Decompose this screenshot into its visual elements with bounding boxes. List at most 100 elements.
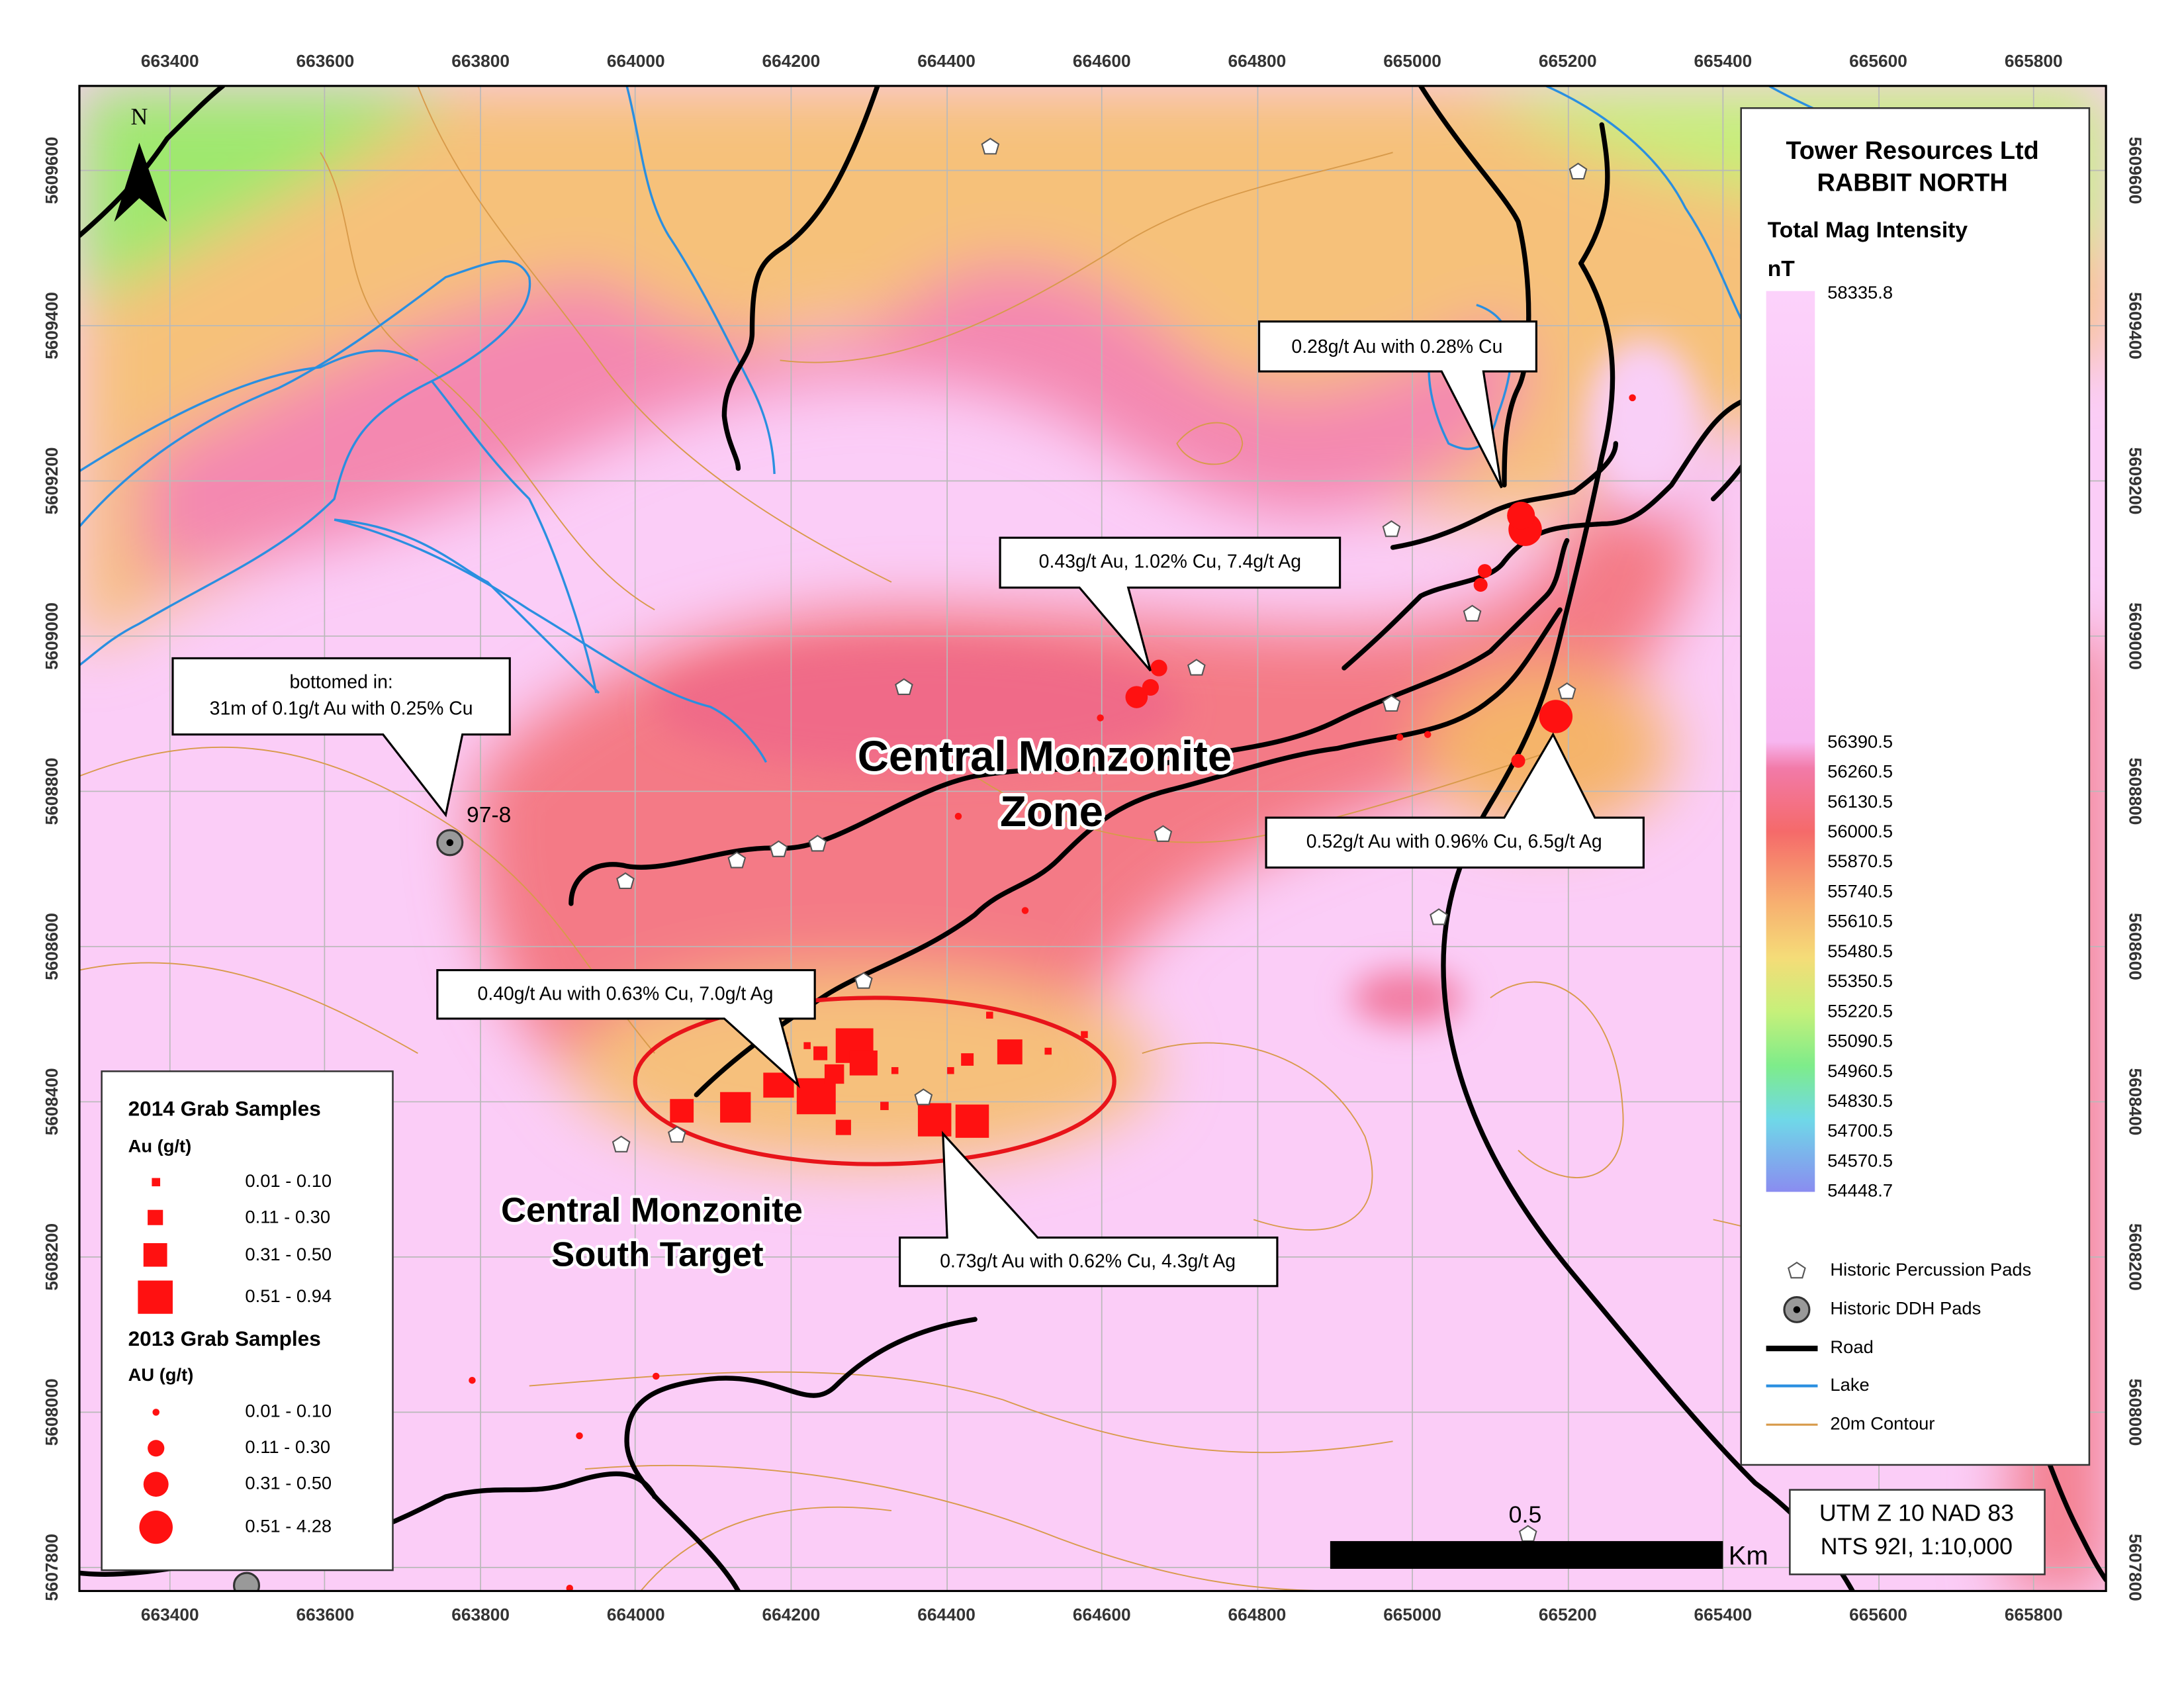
samp-shape <box>1044 1047 1052 1055</box>
northing-label: 5608400 <box>42 1068 62 1136</box>
colorbar-label: 54960.5 <box>1827 1060 1893 1081</box>
samp-shape <box>986 1011 993 1019</box>
projection: UTM Z 10 NAD 83 <box>1819 1500 2014 1526</box>
legend-class: 0.01 - 0.10 <box>245 1170 332 1191</box>
road-shape <box>1441 261 1855 1591</box>
circle-shape <box>446 839 454 847</box>
northing-label: 5608000 <box>2125 1378 2145 1446</box>
polygon-shape <box>1557 682 1576 700</box>
colorbar-label: 55220.5 <box>1827 1000 1893 1021</box>
colorbar-label: 54448.7 <box>1827 1180 1893 1201</box>
colorbar-label: 56000.5 <box>1827 821 1893 841</box>
samp-shape <box>796 1078 836 1115</box>
polygon-shape <box>854 972 873 989</box>
polygon-shape <box>1382 694 1401 712</box>
rect-shape <box>1330 1541 1723 1569</box>
northing-label: 5608400 <box>2125 1068 2145 1136</box>
g-shape <box>655 339 1700 1026</box>
legend-symbol: Lake <box>1830 1374 1869 1395</box>
samp-shape <box>1021 907 1029 914</box>
northing-label: 5609000 <box>2125 602 2145 670</box>
legend-class: 0.31 - 0.50 <box>245 1244 332 1264</box>
northing-label: 5607800 <box>42 1534 62 1601</box>
circle-shape <box>232 1571 261 1591</box>
cont-shape <box>529 1371 1393 1454</box>
callout: 0.52g/t Au with 0.96% Cu, 6.5g/t Ag <box>1306 831 1602 852</box>
cont-shape <box>1490 981 1624 1178</box>
polygon-shape <box>612 1135 631 1152</box>
cont-shape <box>417 85 892 583</box>
easting-label: 665400 <box>1694 1605 1752 1624</box>
callout: 31m of 0.1g/t Au with 0.25% Cu <box>210 698 473 719</box>
easting-label: 663400 <box>141 1605 199 1624</box>
path-shape <box>139 263 1526 583</box>
legend-class: 0.51 - 4.28 <box>245 1515 332 1536</box>
call-shape <box>999 536 1342 672</box>
easting-label: 663400 <box>141 51 199 71</box>
legend-unit: AU (g/t) <box>128 1364 194 1385</box>
legend-company: Tower Resources Ltd <box>1786 137 2038 165</box>
samp-shape <box>653 1372 660 1380</box>
northing-label: 5609000 <box>42 602 62 670</box>
path-shape <box>79 85 460 305</box>
samp-shape <box>1507 501 1535 530</box>
lake-shape <box>334 518 768 763</box>
samp-shape <box>824 1064 844 1084</box>
easting-label: 665800 <box>2005 1605 2063 1624</box>
zone-label: South Target <box>551 1236 763 1274</box>
northing-label: 5609200 <box>42 447 62 515</box>
legend-class: 0.11 - 0.30 <box>245 1207 330 1227</box>
samp-shape <box>1097 714 1104 722</box>
g-shape <box>79 85 2107 1591</box>
northing-label: 5608800 <box>42 758 62 825</box>
polygon-shape <box>616 872 635 890</box>
samp-shape <box>813 1046 828 1060</box>
samp-shape <box>143 1243 167 1267</box>
samp-shape <box>469 1376 476 1384</box>
road-shape <box>624 1317 978 1591</box>
legend-unit: Au (g/t) <box>128 1136 192 1156</box>
polygon-shape <box>769 840 788 857</box>
samp-shape <box>803 1042 811 1049</box>
map-body: N 0.28g/t Au with 0.28% Cu 0.43g/t Au, 1… <box>79 85 2107 1591</box>
legend-project: RABBIT NORTH <box>1817 169 2008 197</box>
samp-shape <box>1424 731 1432 738</box>
colorbar-labels: 58335.8 56390.5 56260.5 56130.5 56000.5 55870… <box>1827 282 1893 1201</box>
easting-label: 665000 <box>1383 1605 1441 1624</box>
easting-label: 665400 <box>1694 51 1752 71</box>
ellipse-shape <box>655 644 1184 769</box>
samp-shape <box>917 1103 952 1137</box>
lake-shape <box>79 260 531 667</box>
colorbar-label: 54570.5 <box>1827 1150 1893 1171</box>
zone-label: Central Monzonite <box>858 732 1232 780</box>
samp-shape <box>849 1050 878 1076</box>
polygon-shape <box>981 138 1000 155</box>
colorbar-label: 55350.5 <box>1827 970 1893 991</box>
legend-symbol: Historic DDH Pads <box>1830 1298 1981 1319</box>
easting-label: 664800 <box>1228 1605 1287 1624</box>
easting-label: 663600 <box>296 51 355 71</box>
polygon-shape <box>914 1088 933 1105</box>
samp-shape <box>720 1092 751 1123</box>
lake-shape <box>625 85 776 475</box>
samp-shape <box>1125 686 1148 708</box>
legend-symbol: Historic Percussion Pads <box>1830 1259 2031 1280</box>
cont-shape <box>320 152 655 610</box>
polygon-shape <box>1187 659 1206 676</box>
samp-shape <box>670 1099 694 1123</box>
scale-unit: Km <box>1729 1542 1768 1571</box>
easting-label: 664800 <box>1228 51 1287 71</box>
samp-shape <box>148 1209 163 1225</box>
zone-label: Central Monzonite <box>501 1192 803 1230</box>
road-shape <box>1390 441 1619 550</box>
northing-label: 5607800 <box>2125 1534 2145 1601</box>
easting-label: 663800 <box>451 51 510 71</box>
road-shape <box>721 85 880 471</box>
samp-shape <box>1142 679 1160 696</box>
path-shape <box>472 416 1702 1139</box>
g-shape <box>469 394 1636 1591</box>
colorbar-label: 55610.5 <box>1827 911 1893 931</box>
samp-shape <box>955 1104 989 1138</box>
samp-shape <box>1396 733 1404 741</box>
colorbar-label: 54700.5 <box>1827 1120 1893 1141</box>
